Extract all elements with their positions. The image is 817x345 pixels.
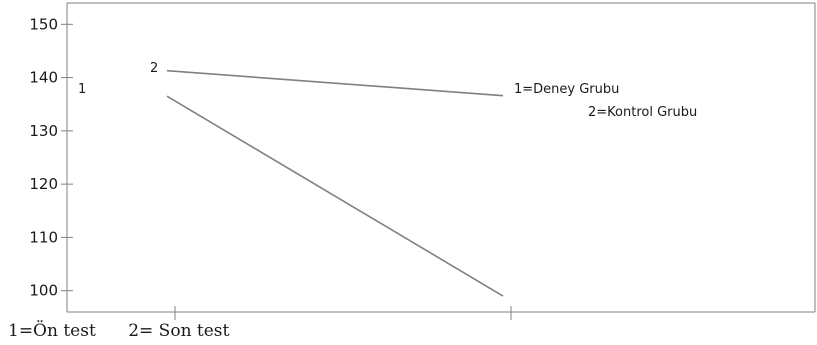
- x-ticks: [174, 306, 512, 320]
- y-tick-label: 150: [29, 15, 58, 33]
- series-label-1: 1: [78, 82, 86, 97]
- y-tick-label: 120: [29, 175, 58, 193]
- category-legend: 1=Ön test 2= Son test: [8, 320, 230, 341]
- series-label-2: 2: [150, 61, 158, 76]
- y-ticks: 100 110 120 130 140 150: [29, 15, 73, 300]
- legend-entry-1: 1=Deney Grubu: [514, 82, 619, 97]
- series-lines: [166, 69, 504, 297]
- y-tick-label: 100: [29, 282, 58, 300]
- series-line-2: [166, 69, 504, 97]
- legend-entry-2: 2=Kontrol Grubu: [588, 105, 697, 120]
- y-tick-label: 130: [29, 122, 58, 140]
- y-tick-label: 140: [29, 69, 58, 87]
- y-tick-label: 110: [29, 228, 58, 246]
- series-line-1: [166, 95, 504, 297]
